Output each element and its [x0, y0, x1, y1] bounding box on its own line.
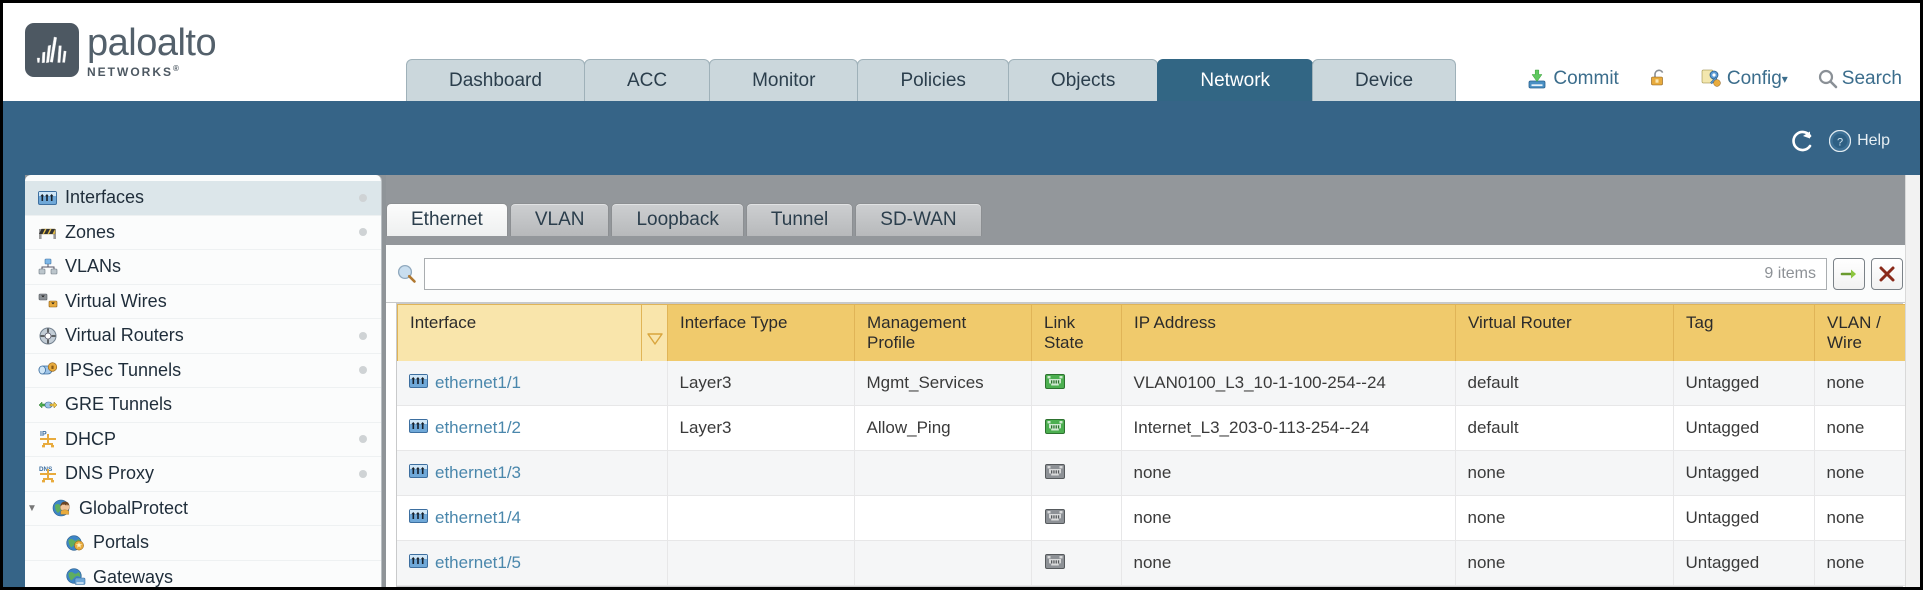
svg-text:IP: IP	[40, 431, 47, 438]
svg-text:?: ?	[1837, 137, 1843, 149]
svg-text:DNS: DNS	[39, 466, 52, 473]
